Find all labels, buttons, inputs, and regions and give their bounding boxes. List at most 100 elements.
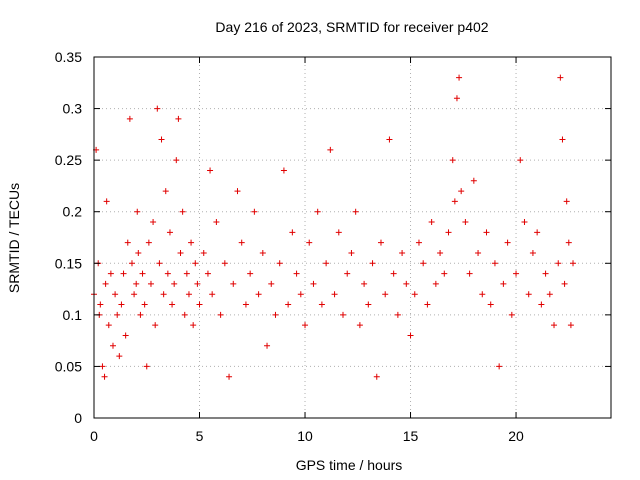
x-tick-label: 5 (196, 428, 204, 444)
axis-ticks: 0 5 10 15 20 0 0.05 0.1 0.15 0.2 0.25 0.3 0.35 (55, 49, 611, 444)
data-point (131, 291, 138, 298)
chart-title: Day 216 of 2023, SRMTID for receiver p40… (215, 19, 488, 35)
plot-frame (93, 56, 612, 419)
data-point (179, 208, 186, 215)
data-point (181, 311, 188, 318)
data-point (496, 363, 503, 370)
y-tick-label: 0.3 (63, 101, 83, 117)
data-point (529, 249, 536, 256)
data-point (102, 280, 109, 287)
data-point (483, 229, 490, 236)
data-point (114, 311, 121, 318)
data-point (386, 136, 393, 143)
data-point (451, 198, 458, 205)
data-point (251, 208, 258, 215)
data-point (365, 301, 372, 308)
data-point (158, 136, 165, 143)
data-point (166, 229, 173, 236)
data-point (415, 239, 422, 246)
data-point (310, 280, 317, 287)
y-tick-label: 0 (74, 410, 82, 426)
data-point (475, 249, 482, 256)
data-point (323, 260, 330, 267)
data-point (437, 249, 444, 256)
y-tick-label: 0.2 (63, 204, 83, 220)
data-point (120, 270, 127, 277)
data-point (525, 291, 532, 298)
data-point (280, 167, 287, 174)
data-point (109, 342, 116, 349)
data-point (177, 249, 184, 256)
x-tick-label: 0 (90, 428, 98, 444)
data-point (192, 260, 199, 267)
data-point (209, 291, 216, 298)
data-point (264, 342, 271, 349)
data-point (213, 219, 220, 226)
data-point (331, 291, 338, 298)
data-point (479, 291, 486, 298)
data-point (226, 373, 233, 380)
data-point (194, 280, 201, 287)
data-point (491, 260, 498, 267)
data-point (200, 249, 207, 256)
data-point (160, 291, 167, 298)
data-point (145, 239, 152, 246)
data-point (268, 280, 275, 287)
data-point (122, 332, 129, 339)
data-point (162, 188, 169, 195)
data-point (428, 219, 435, 226)
data-point (441, 270, 448, 277)
data-point (112, 291, 119, 298)
data-point (327, 146, 334, 153)
data-point (154, 105, 161, 112)
data-point (234, 188, 241, 195)
data-point (171, 280, 178, 287)
data-point (173, 157, 180, 164)
y-tick-label: 0.15 (55, 255, 82, 271)
data-point (147, 280, 154, 287)
data-point (204, 270, 211, 277)
data-point (470, 177, 477, 184)
data-point (534, 229, 541, 236)
data-point (500, 280, 507, 287)
data-point (373, 373, 380, 380)
data-point (188, 239, 195, 246)
data-point (453, 95, 460, 102)
y-tick-label: 0.25 (55, 152, 82, 168)
data-point (255, 291, 262, 298)
data-point (344, 270, 351, 277)
data-point (238, 239, 245, 246)
data-point (135, 249, 142, 256)
data-point (152, 322, 159, 329)
data-point (449, 157, 456, 164)
data-point (247, 270, 254, 277)
data-point (432, 280, 439, 287)
data-point (570, 260, 577, 267)
data-point (105, 322, 112, 329)
data-point (276, 260, 283, 267)
data-point (382, 291, 389, 298)
data-point (164, 270, 171, 277)
y-tick-label: 0.05 (55, 358, 82, 374)
data-point (175, 115, 182, 122)
data-point (546, 291, 553, 298)
data-point (361, 280, 368, 287)
data-point (513, 270, 520, 277)
data-point (394, 311, 401, 318)
y-tick-label: 0.1 (63, 307, 83, 323)
data-point (504, 239, 511, 246)
data-point (169, 301, 176, 308)
y-tick-label: 0.35 (55, 49, 82, 65)
data-point (517, 157, 524, 164)
data-point (424, 301, 431, 308)
data-point (118, 301, 125, 308)
data-point (403, 280, 410, 287)
data-point (445, 229, 452, 236)
data-point (462, 219, 469, 226)
data-point (143, 363, 150, 370)
data-point (289, 229, 296, 236)
x-tick-label: 15 (403, 428, 419, 444)
data-point (272, 311, 279, 318)
